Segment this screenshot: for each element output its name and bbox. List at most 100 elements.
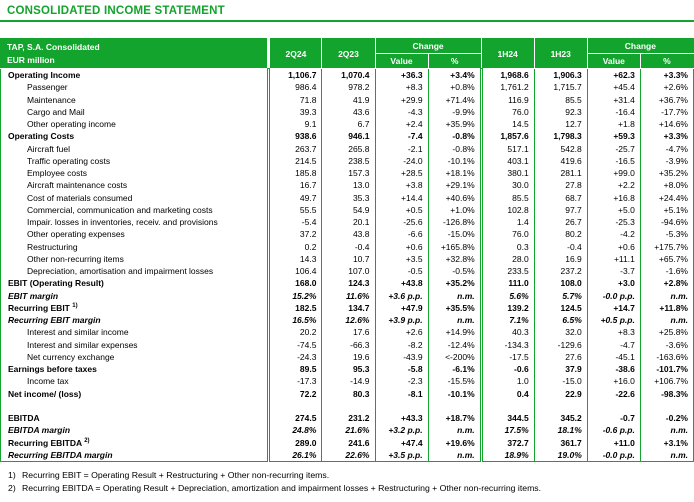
cell-chg-q-value: +3.8 bbox=[374, 179, 429, 192]
cell-chg-q-pct: -12.4% bbox=[427, 338, 482, 351]
cell-chg-q-value: +2.4 bbox=[374, 118, 429, 131]
cell-chg-q-pct: +18.7% bbox=[427, 412, 482, 425]
footnotes: 1) Recurring EBIT = Operating Result + R… bbox=[0, 469, 694, 495]
cell-chg-q-value: +14.4 bbox=[374, 191, 429, 204]
cell-1h23: 37.9 bbox=[533, 363, 588, 376]
cell-1h24: -0.6 bbox=[479, 363, 535, 376]
row-label: Aircraft fuel bbox=[27, 143, 70, 154]
cell-2q24: 168.0 bbox=[267, 277, 322, 290]
table-row: Recurring EBIT 1) 182.5 134.7 +47.9 +35.5% 13… bbox=[1, 301, 694, 314]
cell-chg-q-pct: +35.5% bbox=[427, 301, 482, 314]
cell-2q23: 17.6 bbox=[321, 326, 375, 339]
cell-2q23: 35.3 bbox=[321, 191, 375, 204]
spacer-row bbox=[1, 399, 694, 412]
table-row: Net currency exchange -24.3 19.6 -43.9 <-200… bbox=[1, 350, 694, 363]
cell-2q23: 43.6 bbox=[321, 105, 375, 118]
cell-1h23: -15.0 bbox=[533, 375, 588, 388]
cell-chg-h-pct: n.m. bbox=[639, 424, 694, 437]
cell-1h24: -134.3 bbox=[479, 338, 535, 351]
row-label: Other non-recurring items bbox=[27, 253, 124, 264]
cell-chg-q-pct: <-200% bbox=[427, 350, 482, 363]
cell-chg-h-pct: -101.7% bbox=[639, 363, 694, 376]
cell-1h24: 102.8 bbox=[479, 203, 535, 216]
table-row: EBITDA margin 24.8% 21.6% +3.2 p.p. n.m. 17.5… bbox=[1, 424, 694, 437]
table-row: EBIT margin 15.2% 11.6% +3.6 p.p. n.m. 5.6% 5.… bbox=[1, 289, 694, 302]
cell-chg-h-value: -0.0 p.p. bbox=[586, 289, 641, 302]
header-title-line1: TAP, S.A. Consolidated bbox=[7, 41, 100, 52]
table-row: Interest and similar income 20.2 17.6 +2.6 +… bbox=[1, 326, 694, 339]
row-label: Maintenance bbox=[27, 94, 76, 105]
cell-1h24: 76.0 bbox=[479, 105, 535, 118]
row-label: EBIT (Operating Result) bbox=[8, 278, 104, 289]
cell-chg-q-value: +3.2 p.p. bbox=[374, 424, 429, 437]
cell-chg-q-value: +3.6 p.p. bbox=[374, 289, 429, 302]
cell-1h24: 28.0 bbox=[479, 252, 535, 265]
cell-2q24: 106.4 bbox=[267, 265, 322, 278]
cell-chg-h-value: +3.0 bbox=[586, 277, 641, 290]
cell-2q24: 185.8 bbox=[267, 167, 322, 180]
cell-chg-h-pct: -0.2% bbox=[639, 412, 694, 425]
cell-chg-q-value: +0.5 bbox=[374, 203, 429, 216]
cell-chg-h-pct: +3.3% bbox=[639, 68, 694, 82]
cell-chg-h-value: +31.4 bbox=[586, 93, 641, 106]
cell-1h24: -17.5 bbox=[479, 350, 535, 363]
income-statement-table: TAP, S.A. Consolidated EUR million 2Q24 … bbox=[0, 38, 694, 462]
cell-chg-q-value: +29.9 bbox=[374, 93, 429, 106]
cell-2q24: 37.2 bbox=[267, 228, 322, 241]
footnote-ref: 1) bbox=[72, 302, 78, 309]
table-row: Income tax -17.3 -14.9 -2.3 -15.5% 1.0 -15.0 +1… bbox=[1, 375, 694, 388]
header-col-2q23: 2Q23 bbox=[321, 38, 376, 69]
cell-chg-h-pct: -1.6% bbox=[639, 265, 694, 278]
cell-1h24: 76.0 bbox=[479, 228, 535, 241]
cell-1h23: 345.2 bbox=[533, 412, 588, 425]
cell-1h24: 30.0 bbox=[479, 179, 535, 192]
cell-1h23: 12.7 bbox=[533, 118, 588, 131]
cell-1h24: 344.5 bbox=[479, 412, 535, 425]
cell-2q24: 274.5 bbox=[267, 412, 322, 425]
row-label: Restructuring bbox=[27, 241, 78, 252]
cell-chg-h-value: +59.3 bbox=[586, 130, 641, 143]
cell-chg-q-value: +36.3 bbox=[374, 68, 429, 82]
cell-2q24: 20.2 bbox=[267, 326, 322, 339]
cell-2q24: -5.4 bbox=[267, 216, 322, 229]
cell-2q23: 80.3 bbox=[321, 387, 375, 400]
cell-chg-q-value: -8.2 bbox=[374, 338, 429, 351]
cell-chg-q-pct: -10.1% bbox=[427, 387, 482, 400]
row-label: Employee costs bbox=[27, 168, 87, 178]
cell-chg-q-value: -6.6 bbox=[374, 228, 429, 241]
cell-2q24: 55.5 bbox=[267, 203, 322, 216]
cell-1h24: 1.4 bbox=[479, 216, 535, 229]
cell-chg-q-pct: +40.6% bbox=[427, 191, 482, 204]
row-label: Depreciation, amortisation and impairmen… bbox=[27, 266, 214, 276]
cell-1h23: 6.5% bbox=[533, 314, 588, 327]
row-label: Interest and similar expenses bbox=[27, 339, 138, 350]
cell-1h23: -0.4 bbox=[533, 240, 588, 253]
cell-chg-h-pct: +24.4% bbox=[639, 191, 694, 204]
cell-chg-h-value: +2.2 bbox=[586, 179, 641, 192]
cell-chg-h-value: -3.7 bbox=[586, 265, 641, 278]
cell-chg-h-value: -38.6 bbox=[586, 363, 641, 376]
row-label: EBITDA margin bbox=[8, 425, 71, 436]
table-row: Other non-recurring items 14.3 10.7 +3.5 +32… bbox=[1, 252, 694, 265]
cell-chg-q-value: -0.5 bbox=[374, 265, 429, 278]
cell-chg-h-value: +45.4 bbox=[586, 81, 641, 94]
cell-chg-q-value: +47.4 bbox=[374, 436, 429, 449]
header-col-1h24: 1H24 bbox=[480, 38, 535, 69]
cell-chg-h-value: +0.5 p.p. bbox=[586, 314, 641, 327]
cell-chg-h-value: +11.1 bbox=[586, 252, 641, 265]
cell-chg-h-value: +0.6 bbox=[586, 240, 641, 253]
cell-chg-q-pct: n.m. bbox=[427, 289, 482, 302]
cell-2q23: -0.4 bbox=[321, 240, 375, 253]
cell-1h23: 5.7% bbox=[533, 289, 588, 302]
row-label: Interest and similar income bbox=[27, 327, 129, 338]
row-label: Net currency exchange bbox=[27, 351, 115, 362]
cell-1h23: 237.2 bbox=[533, 265, 588, 278]
cell-chg-q-pct: +3.4% bbox=[427, 68, 482, 82]
cell-chg-q-value: +8.3 bbox=[374, 81, 429, 94]
row-label: Net income/ (loss) bbox=[8, 388, 82, 399]
cell-2q24: 71.8 bbox=[267, 93, 322, 106]
cell-2q23: -66.3 bbox=[321, 338, 375, 351]
cell-1h23: 124.5 bbox=[533, 301, 588, 314]
header-col-2q24: 2Q24 bbox=[268, 38, 323, 69]
cell-2q23: 41.9 bbox=[321, 93, 375, 106]
